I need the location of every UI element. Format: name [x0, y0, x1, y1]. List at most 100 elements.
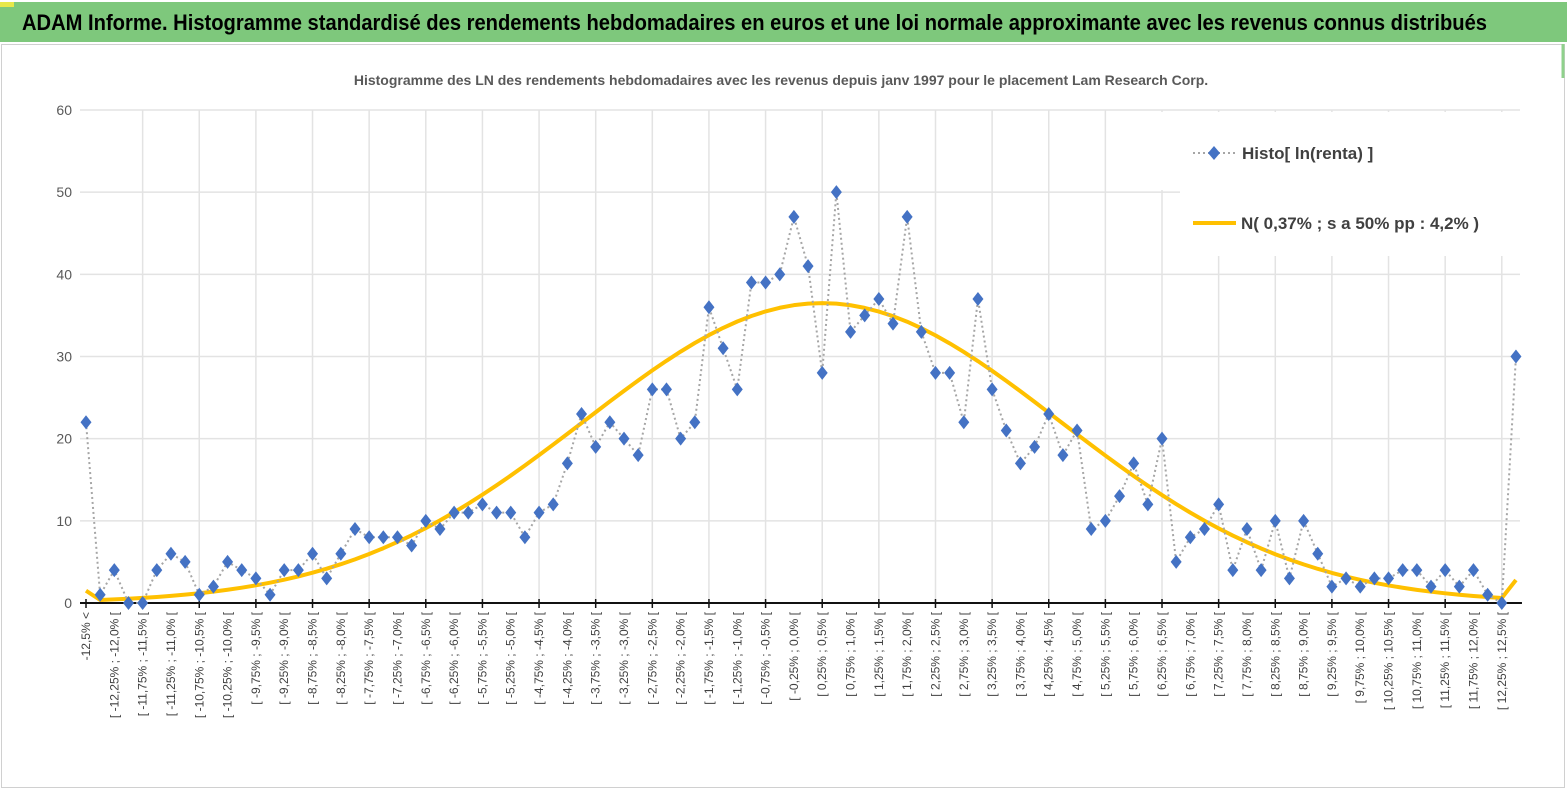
x-tick-label: [ 5,25% ; 5,5% [	[1098, 611, 1112, 696]
histo-data-point	[703, 300, 715, 315]
x-tick-label: [ -10,75% ; -10,5% [	[192, 611, 206, 718]
histo-data-point	[363, 530, 375, 545]
x-tick-label: [ -3,75% ; -3,5% [	[589, 611, 603, 704]
x-tick-label: [ -9,25% ; -9,0% [	[277, 611, 291, 704]
histo-data-point	[1142, 497, 1154, 512]
x-tick-label: [ -12,25% ; -12,0% [	[107, 611, 121, 718]
histo-data-point	[1156, 431, 1168, 446]
y-tick-label: 10	[56, 513, 72, 529]
histo-data-point	[1383, 571, 1395, 586]
legend-item-normal[interactable]: N( 0,37% ; s a 50% pp : 4,2% )	[1193, 214, 1479, 233]
histo-data-point	[618, 431, 630, 446]
histo-data-point	[1411, 563, 1423, 578]
x-tick-label: [ 9,75% ; 10,0% [	[1353, 611, 1367, 703]
x-tick-label: [ 1,75% ; 2,0% [	[900, 611, 914, 696]
histo-data-point	[236, 563, 248, 578]
x-tick-label: [ 2,75% ; 3,0% [	[957, 611, 971, 696]
histo-data-point	[321, 571, 333, 586]
histo-data-point	[250, 571, 262, 586]
histo-data-point	[335, 546, 347, 561]
x-tick-label: [ 2,25% ; 2,5% [	[928, 611, 942, 696]
histo-data-point	[222, 554, 234, 569]
histo-data-point	[307, 546, 319, 561]
histo-data-point	[420, 513, 432, 528]
histo-data-point	[1227, 563, 1239, 578]
normal-fit-line	[84, 301, 1518, 602]
x-tick-label: [ -4,25% ; -4,0% [	[560, 611, 574, 704]
x-tick-label: [ 11,75% ; 12,0% [	[1466, 611, 1480, 709]
x-tick-label: [ 10,25% ; 10,5% [	[1382, 611, 1396, 710]
histo-data-point	[1510, 349, 1522, 364]
histo-data-point	[94, 587, 106, 602]
histo-data-point	[1014, 456, 1026, 471]
histo-data-point	[660, 382, 672, 397]
y-tick-label: 30	[56, 349, 72, 365]
chart-border	[1, 44, 1565, 788]
plot-area	[80, 185, 1522, 610]
legend-background	[1158, 112, 1520, 256]
x-tick-label: [ 3,75% ; 4,0% [	[1013, 611, 1027, 696]
x-tick-label: [ -7,75% ; -7,5% [	[362, 611, 376, 704]
histo-data-point	[915, 324, 927, 339]
x-tick-label: [ 4,75% ; 5,0% [	[1070, 611, 1084, 696]
histo-data-point	[377, 530, 389, 545]
gridlines	[80, 109, 1520, 603]
histo-data-point	[1467, 563, 1479, 578]
histo-data-point	[986, 382, 998, 397]
histo-data-point	[859, 308, 871, 323]
x-tick-label: [ -3,25% ; -3,0% [	[617, 611, 631, 704]
y-tick-label: 60	[56, 102, 72, 118]
x-tick-label: [ -6,25% ; -6,0% [	[447, 611, 461, 704]
histo-data-point	[731, 382, 743, 397]
histo-data-point	[1482, 587, 1494, 602]
histo-data-point	[1085, 522, 1097, 537]
x-tick-label: [ 5,75% ; 6,0% [	[1127, 611, 1141, 696]
histo-data-point	[1128, 456, 1140, 471]
x-tick-label: [ 7,75% ; 8,0% [	[1240, 611, 1254, 696]
histo-data-point	[1354, 579, 1366, 594]
histo-data-point	[1397, 563, 1409, 578]
histo-data-point	[491, 505, 503, 520]
x-tick-label: [ -5,75% ; -5,5% [	[475, 611, 489, 704]
x-tick-label: [ -8,75% ; -8,5% [	[306, 611, 320, 704]
histo-data-point	[1496, 596, 1508, 610]
x-tick-label: [ -0,75% ; -0,5% [	[759, 611, 773, 704]
histo-data-point	[292, 563, 304, 578]
histo-data-point	[122, 596, 134, 610]
legend-diamond-icon	[1208, 146, 1220, 160]
histo-data-point	[929, 365, 941, 380]
histo-data-point	[406, 538, 418, 553]
x-tick-label: [ -5,25% ; -5,0% [	[504, 611, 518, 704]
x-tick-label: [ 0,25% ; 0,5% [	[815, 611, 829, 696]
histo-data-point	[887, 316, 899, 331]
x-tick-label: [ 4,25% ; 4,5% [	[1042, 611, 1056, 696]
histo-data-point	[901, 209, 913, 224]
histo-data-point	[1283, 571, 1295, 586]
histo-data-point	[193, 587, 205, 602]
histo-data-point	[760, 275, 772, 290]
histo-data-point	[561, 456, 573, 471]
histo-data-point	[576, 407, 588, 422]
y-axis: 0 10 20 30 40 50 60	[56, 102, 72, 611]
histo-data-point	[774, 267, 786, 282]
histo-data-point	[717, 341, 729, 356]
x-tick-label: [ -4,75% ; -4,5% [	[532, 611, 546, 704]
histo-data-point	[1368, 571, 1380, 586]
legend-item-histo[interactable]: Histo[ ln(renta) ]	[1193, 144, 1373, 163]
histo-data-point	[1312, 546, 1324, 561]
histo-data-point	[1453, 579, 1465, 594]
x-tick-label: [ 10,75% ; 11,0% [	[1410, 611, 1424, 709]
header-bar	[0, 2, 1567, 42]
histo-data-point	[788, 209, 800, 224]
histo-data-point	[505, 505, 517, 520]
x-tick-label: [ 8,75% ; 9,0% [	[1297, 611, 1311, 696]
x-tick-label: [ 9,25% ; 9,5% [	[1325, 611, 1339, 696]
x-tick-label: [ -10,25% ; -10,0% [	[221, 611, 235, 718]
x-tick-label: [ 0,75% ; 1,0% [	[844, 611, 858, 696]
histo-data-point	[745, 275, 757, 290]
histo-data-point	[1000, 423, 1012, 438]
y-tick-label: 40	[56, 266, 72, 282]
histo-data-point	[264, 587, 276, 602]
histo-data-point	[944, 365, 956, 380]
